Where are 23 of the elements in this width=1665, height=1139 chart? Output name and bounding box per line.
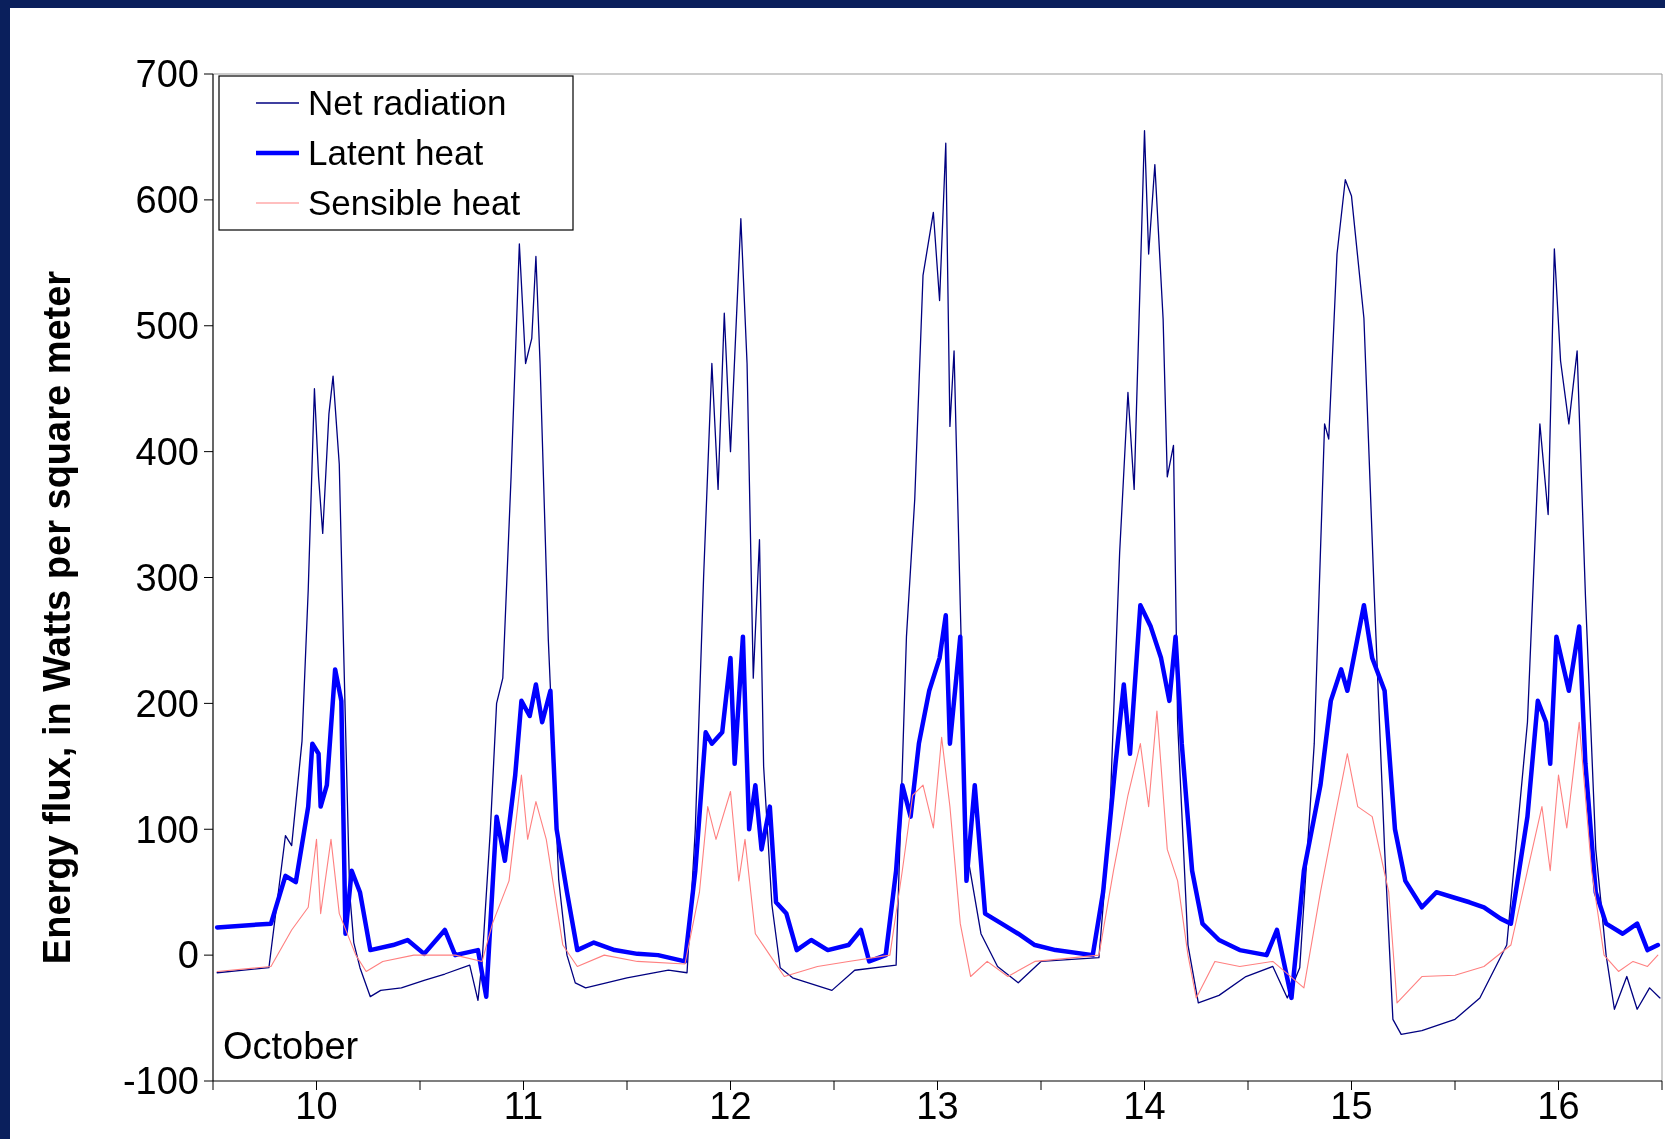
line-series [216,710,1659,1004]
x-tick-label: 12 [709,1085,752,1127]
legend-label: Latent heat [308,133,484,173]
x-tick-label: 13 [916,1085,959,1127]
x-tick-label: 14 [1123,1085,1166,1127]
legend-label: Sensible heat [308,183,521,223]
y-tick-label: 600 [135,179,199,222]
x-tick-label: 10 [295,1085,338,1127]
y-axis-title: Energy flux, in Watts per square meter [36,270,78,965]
y-tick-label: 500 [135,305,199,348]
y-tick-label: 700 [135,53,199,96]
x-tick-label: 15 [1330,1085,1373,1127]
y-tick-label: 300 [135,556,199,599]
annotation: October [223,1025,359,1067]
y-tick-label: -100 [122,1060,199,1103]
line-series [214,602,1661,1001]
y-tick-label: 400 [135,430,199,473]
x-tick-label: 11 [503,1085,544,1127]
y-tick-label: 200 [135,682,199,725]
y-tick-label: 100 [135,808,199,851]
x-tick-label: 16 [1537,1085,1580,1127]
y-tick-label: 0 [177,934,199,977]
legend-label: Net radiation [308,83,507,123]
